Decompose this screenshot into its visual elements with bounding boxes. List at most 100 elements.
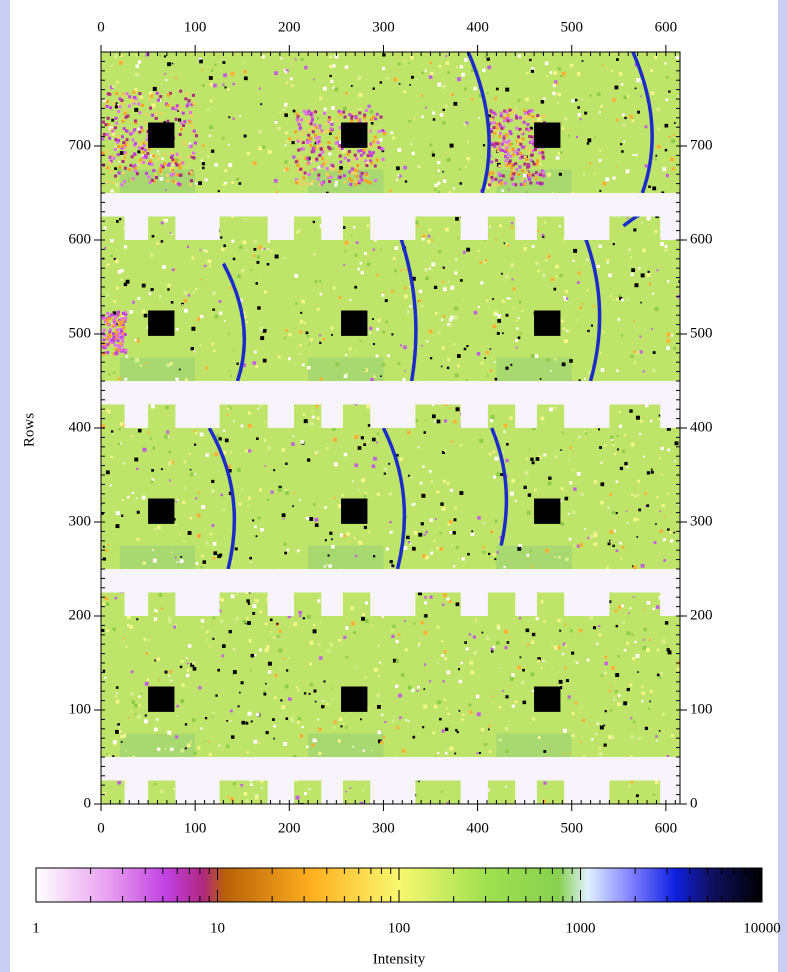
speckle-dot (450, 531, 453, 534)
speckle-dot (320, 293, 323, 296)
speckle-dot (502, 300, 505, 303)
speckle-dot (511, 222, 513, 224)
speckle-dot (267, 248, 269, 250)
speckle-dot (484, 743, 487, 746)
speckle-dot (380, 741, 383, 744)
hot-dot (526, 166, 529, 169)
speckle-dot (132, 492, 134, 494)
speckle-dot (304, 322, 306, 324)
speckle-dot (502, 690, 504, 692)
hot-dot (376, 158, 379, 161)
speckle-dot (153, 559, 157, 563)
hot-dot (517, 173, 520, 176)
hot-dot (523, 121, 526, 124)
speckle-dot (455, 374, 459, 378)
speckle-dot (415, 596, 418, 599)
speckle-dot (412, 152, 415, 155)
speckle-dot (211, 150, 214, 153)
speckle-dot (293, 622, 297, 626)
hot-dot (163, 162, 166, 165)
speckle-dot (505, 646, 508, 649)
hot-dot (181, 162, 184, 165)
speckle-dot (597, 723, 599, 725)
speckle-dot (548, 477, 551, 480)
speckle-dot (201, 566, 203, 568)
speckle-dot (236, 617, 239, 620)
sensor-region (415, 217, 460, 241)
speckle-dot (138, 60, 141, 63)
speckle-dot (278, 488, 282, 492)
speckle-dot (111, 119, 114, 122)
speckle-dot (131, 358, 133, 360)
speckle-dot (157, 658, 160, 661)
speckle-dot (107, 409, 111, 413)
speckle-dot (226, 414, 228, 416)
x-tick-label: 600 (655, 820, 678, 836)
speckle-dot (116, 700, 120, 704)
speckle-dot (417, 686, 420, 689)
speckle-dot (345, 241, 349, 245)
hot-dot (124, 317, 127, 320)
speckle-dot (669, 531, 672, 534)
speckle-dot (120, 422, 124, 426)
speckle-dot (623, 701, 627, 705)
speckle-dot (484, 357, 486, 359)
speckle-dot (556, 83, 558, 85)
speckle-dot (597, 92, 600, 95)
speckle-dot (391, 564, 394, 567)
speckle-dot (192, 718, 196, 722)
hot-dot (121, 102, 124, 105)
speckle-dot (172, 63, 174, 65)
speckle-dot (557, 619, 561, 623)
hot-dot (192, 94, 195, 97)
speckle-dot (429, 470, 432, 473)
speckle-dot (593, 533, 597, 537)
speckle-dot (167, 284, 170, 287)
speckle-dot (284, 113, 288, 117)
hot-dot (498, 135, 501, 138)
speckle-dot (299, 344, 301, 346)
speckle-dot (425, 531, 427, 533)
speckle-dot (640, 350, 643, 353)
speckle-dot (358, 489, 360, 491)
speckle-dot (298, 611, 302, 615)
hot-dot (509, 132, 512, 135)
hot-dot (357, 150, 360, 153)
hot-dot (491, 179, 494, 182)
hot-dot (369, 181, 372, 184)
speckle-dot (266, 645, 269, 648)
speckle-dot (259, 327, 263, 331)
hot-dot (299, 126, 302, 129)
y-axis-label: Rows (21, 413, 37, 447)
speckle-dot (301, 300, 304, 303)
speckle-dot (361, 436, 364, 439)
speckle-dot (377, 705, 381, 709)
speckle-dot (200, 727, 202, 729)
speckle-dot (353, 226, 355, 228)
speckle-dot (124, 245, 127, 248)
hot-dot (514, 162, 517, 165)
speckle-dot (443, 315, 446, 318)
speckle-dot (489, 453, 492, 456)
y-tick-label-right: 700 (690, 137, 713, 153)
speckle-dot (496, 641, 500, 645)
hot-dot (111, 324, 114, 327)
speckle-dot (190, 517, 192, 519)
speckle-dot (306, 517, 309, 520)
speckle-dot (175, 624, 177, 626)
hot-dot (142, 151, 145, 154)
speckle-dot (316, 405, 319, 408)
speckle-dot (171, 680, 173, 682)
hot-dot (115, 332, 118, 335)
speckle-dot (430, 72, 434, 76)
speckle-dot (253, 240, 256, 243)
speckle-dot (284, 257, 286, 259)
speckle-dot (175, 378, 178, 381)
speckle-dot (610, 684, 612, 686)
hot-dot (328, 180, 331, 183)
speckle-dot (422, 466, 424, 468)
speckle-dot (151, 288, 154, 291)
speckle-dot (248, 712, 252, 716)
speckle-dot (118, 377, 121, 380)
hot-dot (498, 172, 501, 175)
